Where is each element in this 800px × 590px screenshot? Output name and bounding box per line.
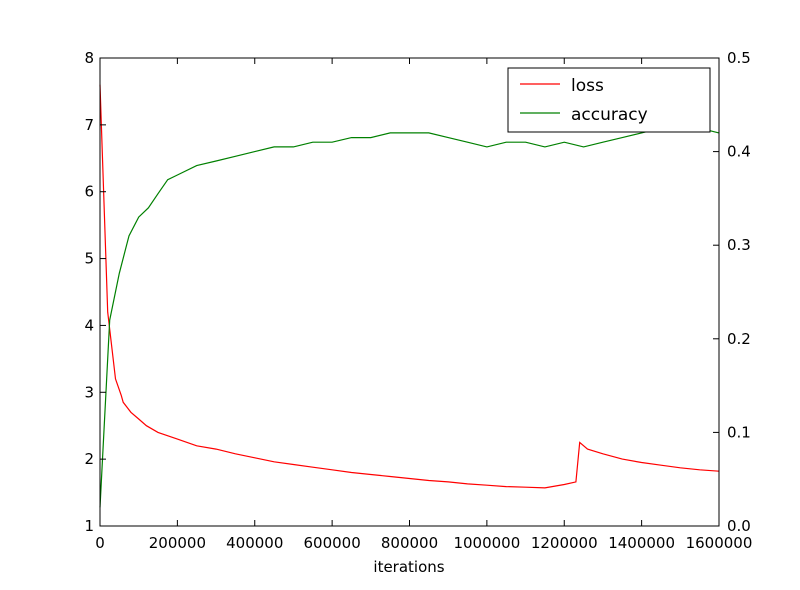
y2-tick-label: 0.0 <box>727 517 751 535</box>
y-tick-label: 3 <box>84 383 94 401</box>
x-tick-label: 400000 <box>226 534 283 552</box>
y2-tick-label: 0.2 <box>727 330 751 348</box>
y-tick-label: 2 <box>84 450 94 468</box>
legend-loss-label: loss <box>571 76 604 96</box>
x-tick-label: 1200000 <box>531 534 598 552</box>
x-tick-label: 800000 <box>381 534 438 552</box>
y-tick-label: 5 <box>84 250 94 268</box>
y2-tick-label: 0.5 <box>727 49 751 67</box>
y-tick-label: 7 <box>84 116 94 134</box>
x-axis-label: iterations <box>373 558 444 576</box>
x-tick-label: 1400000 <box>608 534 675 552</box>
x-tick-label: 0 <box>95 534 105 552</box>
x-tick-label: 600000 <box>303 534 360 552</box>
x-tick-label: 1000000 <box>453 534 520 552</box>
y2-tick-label: 0.1 <box>727 423 751 441</box>
x-tick-label: 1600000 <box>686 534 753 552</box>
y-tick-label: 8 <box>84 49 94 67</box>
y-tick-label: 6 <box>84 183 94 201</box>
y-tick-label: 1 <box>84 517 94 535</box>
y2-tick-label: 0.4 <box>727 143 751 161</box>
legend: loss accuracy <box>508 68 710 132</box>
y-tick-label: 4 <box>84 316 94 334</box>
x-tick-label: 200000 <box>149 534 206 552</box>
y2-tick-label: 0.3 <box>727 236 751 254</box>
legend-accuracy-label: accuracy <box>571 105 648 125</box>
